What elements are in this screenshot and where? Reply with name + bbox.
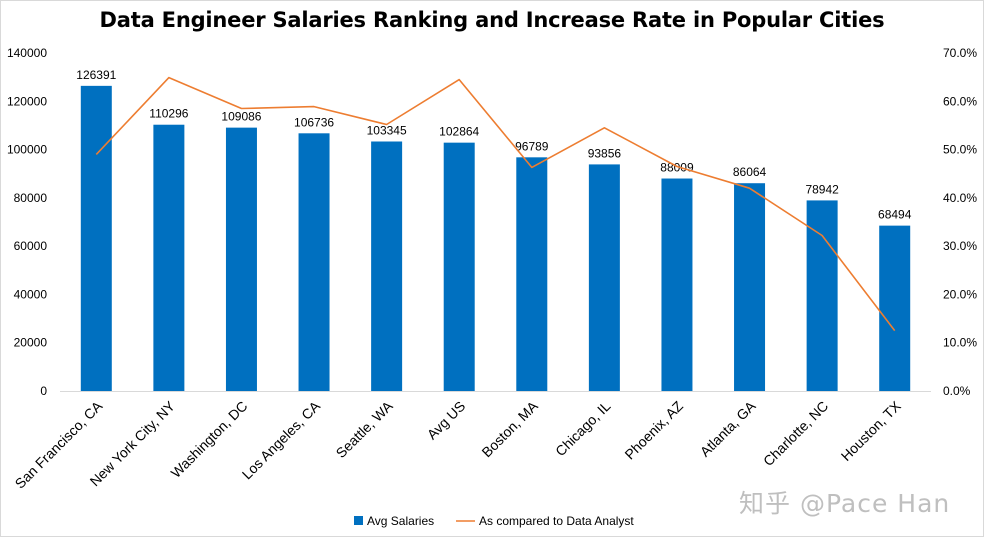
y-right-tick-label: 60.0% [943,94,977,108]
bar [371,141,403,391]
bar-data-label: 103345 [367,123,407,137]
y-left-tick-label: 120000 [7,94,47,108]
legend-label-as-compared: As compared to Data Analyst [479,514,634,528]
y-right-tick-label: 70.0% [943,46,977,60]
chart-title: Data Engineer Salaries Ranking and Incre… [99,8,885,32]
bar [516,157,548,391]
y-left-tick-label: 100000 [7,143,47,157]
y-left-tick-label: 0 [40,384,47,398]
y-right-tick-label: 10.0% [943,336,977,350]
x-category-label: Chicago, IL [552,398,614,460]
bar-data-label: 86064 [733,165,767,179]
bar-data-label: 96789 [515,139,549,153]
legend-swatch-avg-salaries [354,516,363,525]
bar-data-label: 88009 [660,161,694,175]
x-category-label: Charlotte, NC [760,398,831,469]
line-series-as-compared [95,76,896,332]
x-category-label: Avg US [424,398,469,443]
bar [661,178,693,391]
bar [734,183,766,391]
y-right-tick-label: 0.0% [943,384,971,398]
bar [225,127,257,392]
y-right-tick-label: 20.0% [943,287,977,301]
bar-data-label: 109086 [221,110,261,124]
y-left-tick-label: 60000 [14,239,48,253]
bar [879,225,911,391]
x-category-label: Phoenix, AZ [621,397,686,462]
bar-data-label: 102864 [439,125,479,139]
bar [298,133,330,391]
bar [806,200,838,391]
x-category-label: Houston, TX [838,397,905,464]
bar [588,164,620,391]
y-right-tick-label: 30.0% [943,239,977,253]
bar [153,124,185,392]
x-category-label: Seattle, WA [333,397,397,461]
x-category-label: Washington, DC [168,398,251,481]
bar-data-label: 68494 [878,208,912,222]
bar-data-label: 106736 [294,115,334,129]
bar-data-label: 110296 [149,107,188,121]
y-right-tick-label: 50.0% [943,143,977,157]
y-right-tick-label: 40.0% [943,191,977,205]
y-left-tick-label: 40000 [14,287,48,301]
bar-data-label: 93856 [588,146,622,160]
watermark-text: 知乎 @Pace Han [739,489,951,518]
y-left-tick-label: 20000 [14,336,48,350]
legend-label-avg-salaries: Avg Salaries [367,514,434,528]
y-left-tick-label: 140000 [7,46,47,60]
x-category-label: Boston, MA [478,397,541,460]
bar-data-label: 126391 [76,68,116,82]
bar [80,85,112,391]
x-category-label: Atlanta, GA [697,397,759,459]
y-left-tick-label: 80000 [14,191,48,205]
x-category-label: Los Angeles, CA [239,397,324,482]
bar [443,142,475,391]
bar-data-label: 78942 [805,182,839,196]
